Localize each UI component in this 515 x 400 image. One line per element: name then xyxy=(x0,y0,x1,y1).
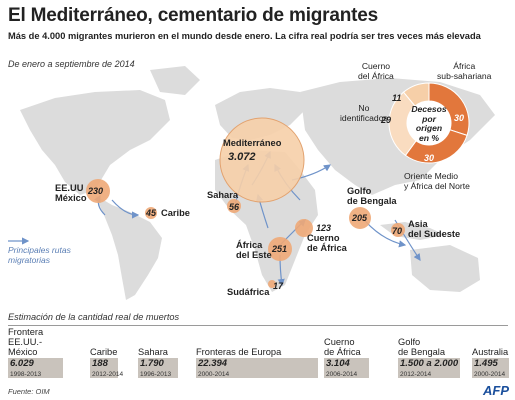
donut-value-cuerno: 11 xyxy=(392,93,402,103)
estimate-value: 1.495 xyxy=(474,358,498,369)
estimate-years: 1996-2013 xyxy=(140,371,172,378)
bubble-caribe xyxy=(145,207,157,219)
bubble-cuerno-africa xyxy=(295,219,313,237)
afp-logo: AFP xyxy=(483,383,509,398)
donut-label-no-identificados: No identificados xyxy=(340,103,388,123)
bubble-mediterraneo xyxy=(219,117,305,203)
value-africa-este: 251 xyxy=(272,244,288,254)
estimate-years: 2012-2014 xyxy=(400,371,432,378)
label-africa-este: África del Este xyxy=(236,240,272,260)
landmass-north-america xyxy=(20,90,170,195)
donut-label-subsahariana: África sub-sahariana xyxy=(437,61,492,81)
estimate-value: 3.104 xyxy=(326,358,350,369)
estimate-label: Cuerno de África xyxy=(324,337,361,357)
value-sudafrica: 17 xyxy=(273,281,284,291)
landmass-greenland xyxy=(150,66,200,95)
landmass-australia xyxy=(410,245,480,292)
label-asia-sudeste: Asia del Sudeste xyxy=(408,219,461,239)
estimate-divider xyxy=(8,325,508,326)
estimate-years: 2000-2014 xyxy=(198,371,230,378)
estimate-label: Caribe xyxy=(90,347,118,357)
estimate-bar xyxy=(324,358,369,378)
bubble-africa-este xyxy=(268,237,292,261)
estimate-title: Estimación de la cantidad real de muerto… xyxy=(8,312,180,322)
estimate-bar xyxy=(8,358,63,378)
estimate-bar xyxy=(90,358,118,378)
estimate-label: Frontera EE.UU.- México xyxy=(8,327,44,357)
bubble-asia-sudeste xyxy=(391,223,405,237)
period-label: De enero a septiembre de 2014 xyxy=(8,59,135,69)
value-sahara: 56 xyxy=(229,202,240,212)
estimate-value: 188 xyxy=(92,358,108,369)
estimate-bar xyxy=(472,358,509,378)
bubble-golfo-bengala xyxy=(349,207,371,229)
page-title: El Mediterráneo, cementario de migrantes xyxy=(8,5,379,26)
donut-value-oriente-medio: 30 xyxy=(424,153,435,163)
estimate-years: 2012-2014 xyxy=(92,371,124,378)
donut-value-no-identificados: 29 xyxy=(381,115,392,125)
label-eeuu-mexico: EE.UU México xyxy=(55,183,87,203)
bubble-sudafrica xyxy=(268,280,276,288)
value-cuerno-africa: 123 xyxy=(316,223,332,233)
estimate-years: 2006-2014 xyxy=(326,371,358,378)
estimate-bar xyxy=(398,358,460,378)
estimate-label: Fronteras de Europa xyxy=(196,347,282,357)
value-mediterraneo: 3.072 xyxy=(228,151,256,163)
label-caribe: Caribe xyxy=(161,208,190,218)
donut-label-cuerno: Cuerno del África xyxy=(358,61,394,81)
label-mediterraneo: Mediterráneo xyxy=(223,138,282,148)
landmass-south-america xyxy=(95,195,162,300)
donut-value-subsahariana: 30 xyxy=(454,113,465,123)
bubble-eeuu-mexico xyxy=(86,179,110,203)
donut-center-label: Decesos por origen en % xyxy=(411,104,447,143)
donut-label-oriente-medio: Oriente Medio y África del Norte xyxy=(404,171,470,191)
value-asia-sudeste: 70 xyxy=(392,226,403,236)
world-map xyxy=(8,66,495,300)
estimate-label: Australia xyxy=(472,347,509,357)
estimate-value: 1.790 xyxy=(140,358,164,369)
routes-legend: Principales rutas migratorias xyxy=(8,245,71,265)
estimate-label: Sahara xyxy=(138,347,168,357)
estimate-years: 2000-2014 xyxy=(474,371,506,378)
estimate-value: 6.029 xyxy=(10,358,34,369)
subtitle: Más de 4.000 migrantes murieron en el mu… xyxy=(8,31,481,41)
estimate-value: 22.394 xyxy=(198,358,228,369)
label-golfo-bengala: Golfo de Bengala xyxy=(347,186,397,206)
source-label: Fuente: OIM xyxy=(8,387,50,396)
value-caribe: 45 xyxy=(146,208,157,218)
value-eeuu-mexico: 230 xyxy=(88,186,104,196)
estimate-label: Golfo de Bengala xyxy=(398,337,446,357)
estimate-years: 1998-2013 xyxy=(10,371,42,378)
label-sudafrica: Sudáfrica xyxy=(227,287,270,297)
label-sahara: Sahara xyxy=(207,190,239,200)
value-golfo-bengala: 205 xyxy=(352,213,368,223)
estimate-bar xyxy=(138,358,178,378)
bubble-sahara xyxy=(227,199,241,213)
estimate-bar xyxy=(196,358,318,378)
donut-chart xyxy=(388,82,470,164)
estimate-value: 1.500 a 2.000 xyxy=(400,358,459,369)
label-cuerno-africa: Cuerno de África xyxy=(307,233,347,253)
